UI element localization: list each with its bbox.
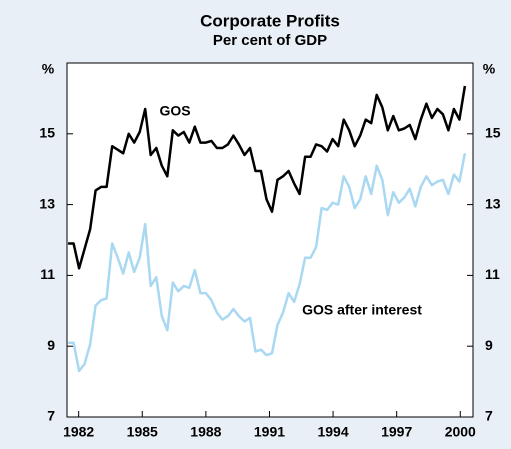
y2-tick-label: 7 bbox=[485, 408, 493, 424]
plot-area bbox=[66, 62, 474, 418]
x-tick-label: 1988 bbox=[190, 424, 221, 440]
y-tick-label: 7 bbox=[47, 408, 55, 424]
x-tick-label: 1985 bbox=[127, 424, 158, 440]
x-tick-label: 1991 bbox=[254, 424, 285, 440]
chart-subtitle: Per cent of GDP bbox=[213, 32, 327, 49]
x-tick-label: 1982 bbox=[63, 424, 94, 440]
series-label: GOS after interest bbox=[302, 302, 422, 318]
line-series bbox=[68, 85, 467, 270]
x-tick-label: 2000 bbox=[445, 424, 476, 440]
y-tick-label: 11 bbox=[40, 266, 55, 282]
y-tick-label: 15 bbox=[39, 125, 55, 141]
y2-tick-label: 11 bbox=[485, 266, 500, 282]
chart-title: Corporate Profits bbox=[200, 11, 340, 30]
y2-tick-label: 15 bbox=[485, 125, 501, 141]
y-tick-label: 9 bbox=[47, 337, 55, 353]
y2-tick-label: 13 bbox=[485, 195, 501, 211]
series-label: GOS bbox=[159, 103, 190, 119]
y-axis-label: % bbox=[42, 61, 55, 77]
x-tick-label: 1994 bbox=[317, 424, 348, 440]
y2-axis-label: % bbox=[483, 61, 496, 77]
x-tick-label: 1997 bbox=[381, 424, 412, 440]
y-tick-label: 13 bbox=[39, 195, 55, 211]
y2-tick-label: 9 bbox=[485, 337, 493, 353]
line-series bbox=[68, 153, 467, 373]
